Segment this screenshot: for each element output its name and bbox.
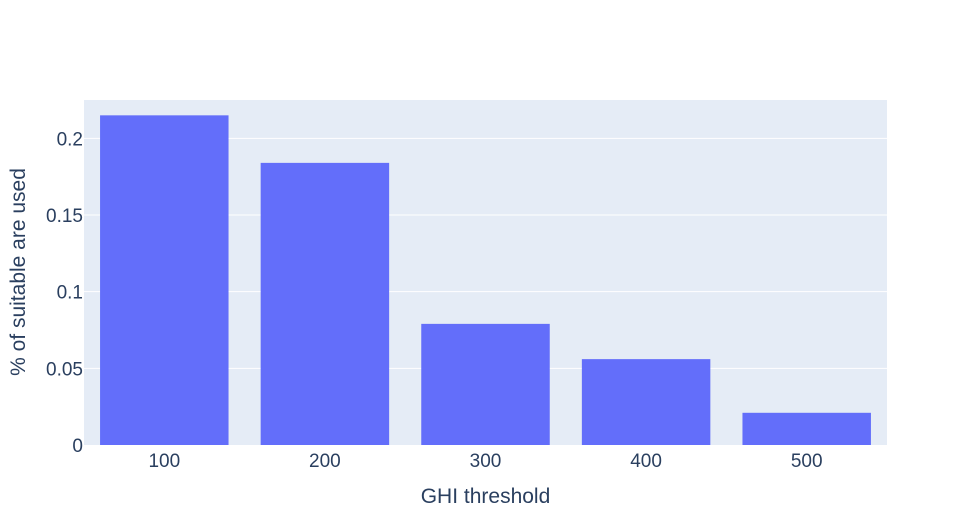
y-axis-title: % of suitable are used: [7, 168, 30, 376]
y-tick-label: 0.15: [46, 206, 83, 227]
x-tick-label: 500: [791, 451, 823, 472]
x-axis-ticks: 100 200 300 400 500: [148, 451, 822, 472]
y-tick-label: 0: [72, 436, 83, 457]
x-tick-label: 200: [309, 451, 341, 472]
y-axis-ticks: 0 0.05 0.1 0.15 0.2: [46, 129, 83, 457]
x-tick-label: 400: [630, 451, 662, 472]
y-tick-label: 0.2: [57, 129, 83, 150]
x-tick-label: 300: [470, 451, 502, 472]
bars: [100, 115, 871, 445]
bar-300[interactable]: [421, 323, 550, 445]
bar-400[interactable]: [581, 359, 711, 445]
x-axis-title: GHI threshold: [421, 485, 551, 508]
bar-100[interactable]: [100, 115, 229, 445]
x-tick-label: 100: [148, 451, 180, 472]
bar-500[interactable]: [742, 412, 871, 445]
y-tick-label: 0.1: [57, 283, 83, 304]
y-tick-label: 0.05: [46, 359, 83, 380]
bar-200[interactable]: [260, 162, 390, 445]
